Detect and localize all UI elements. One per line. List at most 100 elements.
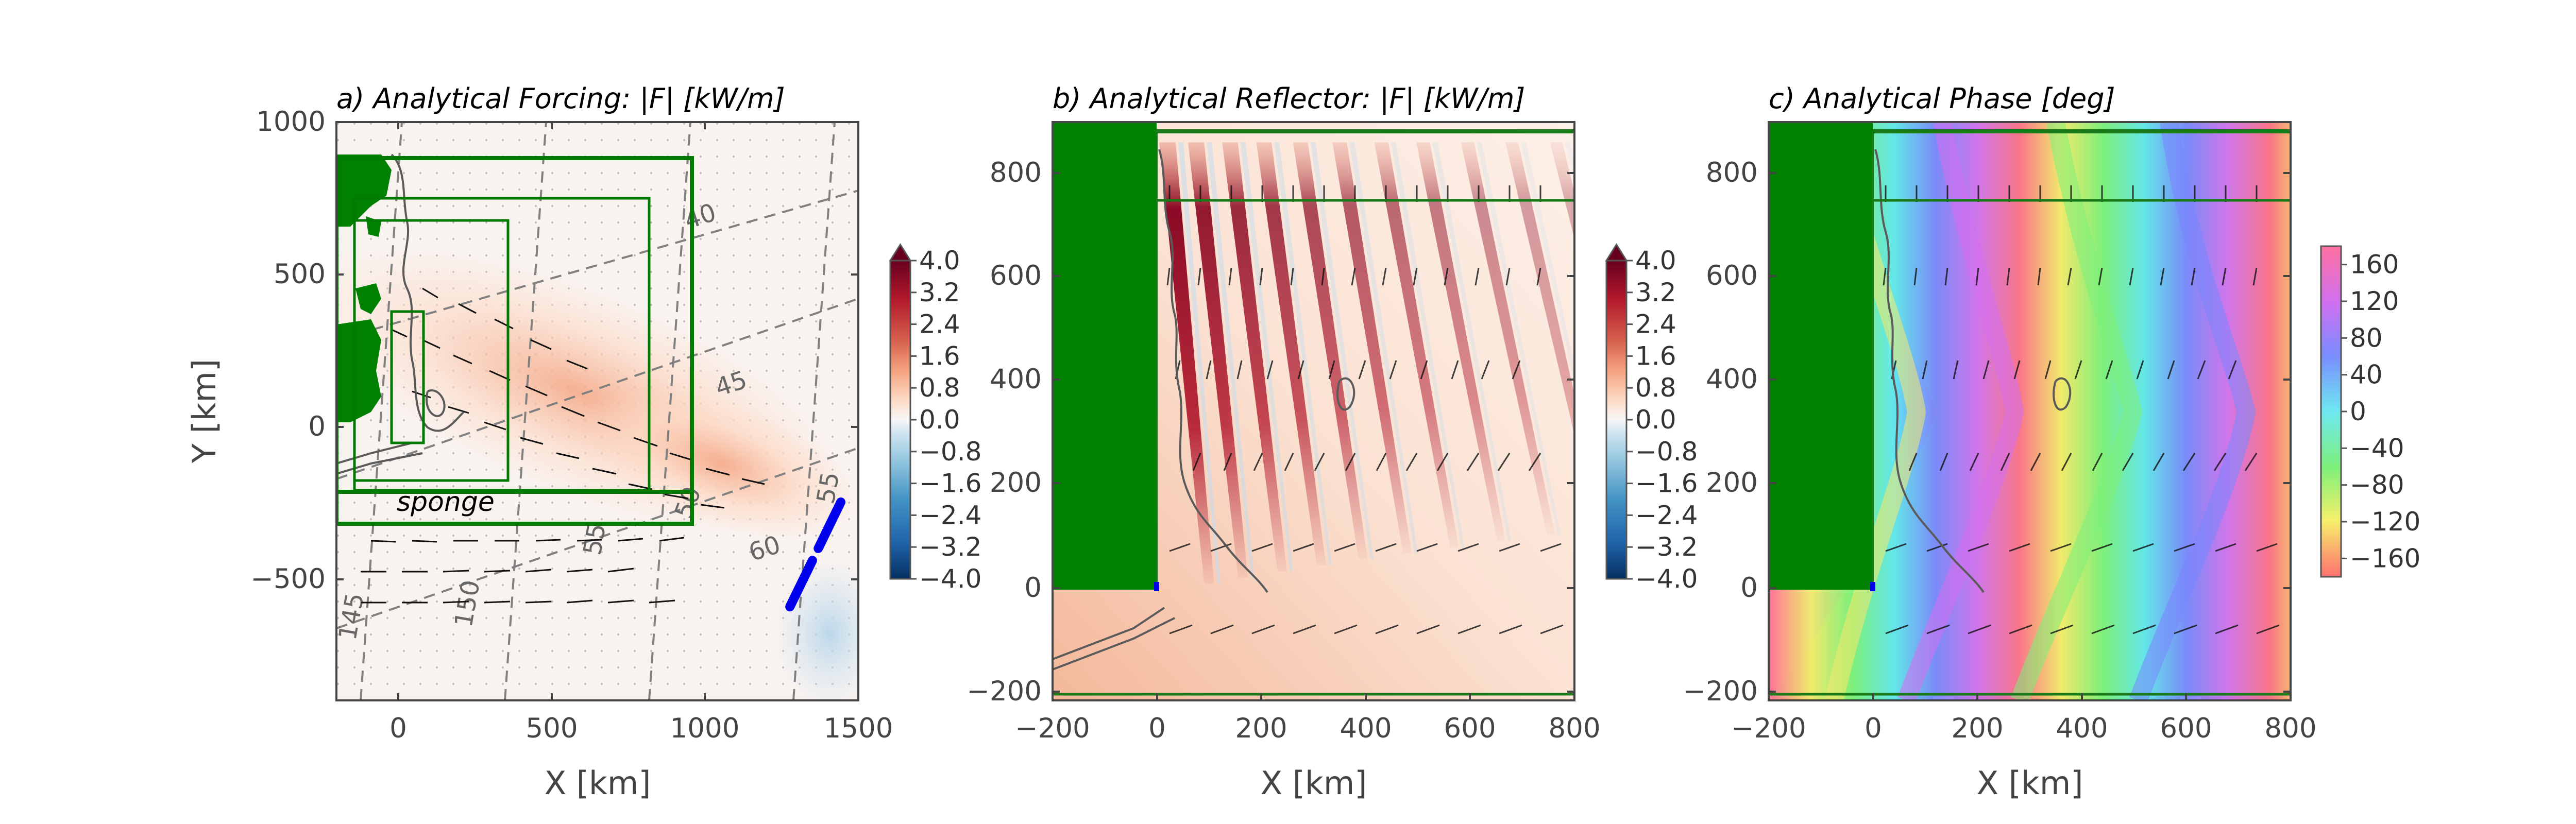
x-tick-label: 400 [1340,713,1392,744]
y-tick-label: 800 [990,157,1042,188]
panel-c-yticks: 800 600 400 200 0 −200 [1683,157,1758,707]
contour-lines [336,122,858,700]
colorbar-c-bar [2320,245,2342,578]
reflector-beam-trough [1349,142,1418,554]
y-tick-label: 200 [1706,467,1758,499]
land-mask-c [1769,122,1873,590]
x-tick-label: 600 [2160,713,2212,744]
panel-c-xlabel: X [km] [1977,764,2083,802]
reflector-beam-trough [1274,142,1332,565]
reflector-beam [1222,142,1287,572]
panel-a-xlabel: X [km] [545,764,651,802]
panel-a-plot: 40 45 50 55 60 145 150 55 [336,122,858,700]
colorbar-tick-label: −3.2 [919,532,981,562]
reflector-beam-trough [1477,142,1561,535]
colorbar-tick-label: −2.4 [919,500,981,530]
reflector-beam [1293,142,1368,560]
reflector-beam [1550,142,1574,239]
panel-b-frame [1052,121,1575,701]
y-tick-label: 400 [1706,364,1758,395]
y-tick-label: −500 [250,563,326,595]
reflector-beam [1461,142,1555,535]
colorbar-tick-label: 2.4 [919,310,960,339]
reflector-beam [1188,142,1248,578]
coastline-c [1874,149,2072,593]
y-tick-label: 200 [990,467,1042,499]
colorbar-a-ticks: 4.03.2 2.41.60.80.0−0.8−1.6−2.4−3.2−4.0 [910,246,981,594]
reflector-beam-trough [1432,142,1512,541]
colorbar-tick-label: −0.8 [919,437,981,467]
coastline-a [336,153,465,475]
x-tick-label: 800 [2264,713,2316,744]
x-tick-label: 1000 [670,713,740,744]
x-tick-label: 800 [1548,713,1600,744]
colorbar-tick-label: −3.2 [1635,532,1698,562]
forcing-line [781,497,845,620]
panel-b-yticks: 800 600 400 200 0 −200 [967,157,1042,707]
colorbar-tick-label: −1.6 [919,469,981,499]
coastline-b [1053,149,1355,671]
y-tick-label: 0 [308,411,326,442]
panel-a-ylabel: Y [km] [185,359,223,464]
colorbar-b-extend [1605,243,1628,262]
reflector-beam [1256,142,1326,565]
sponge-box-inner [353,219,510,482]
panel-c-plot [1769,122,2291,700]
reflector-beam [1332,142,1412,554]
quiver-arrows-a [361,287,765,604]
land-mask-a [336,154,392,422]
colorbar-tick-label: 80 [2350,323,2383,353]
reflector-beam [1505,142,1574,435]
x-tick-label: 600 [1444,713,1496,744]
x-tick-label: 0 [389,713,407,744]
quiver-arrows-c [1883,185,2280,634]
y-tick-label: 0 [1740,572,1758,604]
colorbar-tick-label: −4.0 [919,564,981,594]
panel-a-title: a) Analytical Forcing: |F| [kW/m] [336,82,785,115]
colorbar-b-ticks: 4.03.2 2.41.60.80.0−0.8−1.6−2.4−3.2−4.0 [1626,246,1698,594]
colorbar-tick-label: 0.0 [1635,405,1676,435]
reflector-beam [1416,142,1506,541]
reflector-beams [1159,142,1574,584]
colorbar-tick-label: 120 [2350,286,2399,316]
panel-c-axes [1768,172,2292,700]
colorbar-tick-label: 0.8 [1635,373,1676,403]
y-tick-label: 1000 [256,106,326,138]
colorbar-tick-label: 0.8 [919,373,960,403]
x-tick-label: −200 [1015,713,1090,744]
colorbar-tick-label: 3.2 [919,278,960,307]
colorbar-tick-label: 1.6 [919,341,960,371]
x-tick-label: 400 [2056,713,2108,744]
panel-a-yticks: 1000 500 0 −500 [250,106,326,595]
y-tick-label: 0 [1024,572,1042,604]
colorbar-a-bar [889,260,911,580]
colorbar-tick-label: 2.4 [1635,310,1676,339]
y-tick-label: 800 [1706,157,1758,188]
colorbar-tick-label: 0.0 [919,405,960,435]
panel-b-title: b) Analytical Reflector: |F| [kW/m] [1053,82,1525,115]
x-tick-label: 0 [1148,713,1166,744]
land-mask-b [1053,122,1157,590]
colorbar-tick-label: 40 [2350,360,2383,390]
reflector-beam-trough [1391,142,1465,547]
colorbar-tick-label: −120 [2350,507,2420,537]
panel-c-frame [1768,121,2292,701]
panel-c: c) Analytical Phase [deg] [1683,82,2420,802]
panel-a: a) Analytical Forcing: |F| [kW/m] 40 45 … [185,82,981,802]
reflector-beam [1374,142,1459,547]
panel-c-title: c) Analytical Phase [deg] [1769,82,2115,115]
colorbar-a: 4.03.2 2.41.60.80.0−0.8−1.6−2.4−3.2−4.0 [889,243,981,594]
x-tick-label: −200 [1731,713,1806,744]
reflector-beam-trough [1240,142,1293,572]
panel-a-frame [335,121,859,701]
reflector-beam-trough [1565,142,1574,182]
reflector-beam-trough [1178,142,1221,584]
reflector-beam-trough [1207,142,1255,578]
x-tick-label: 200 [1951,713,2003,744]
y-tick-label: 400 [990,364,1042,395]
panel-b-axes [1052,172,1575,700]
colorbar-tick-label: −40 [2350,433,2404,463]
colorbar-b-bar [1605,260,1628,580]
panel-b-xlabel: X [km] [1261,764,1367,802]
